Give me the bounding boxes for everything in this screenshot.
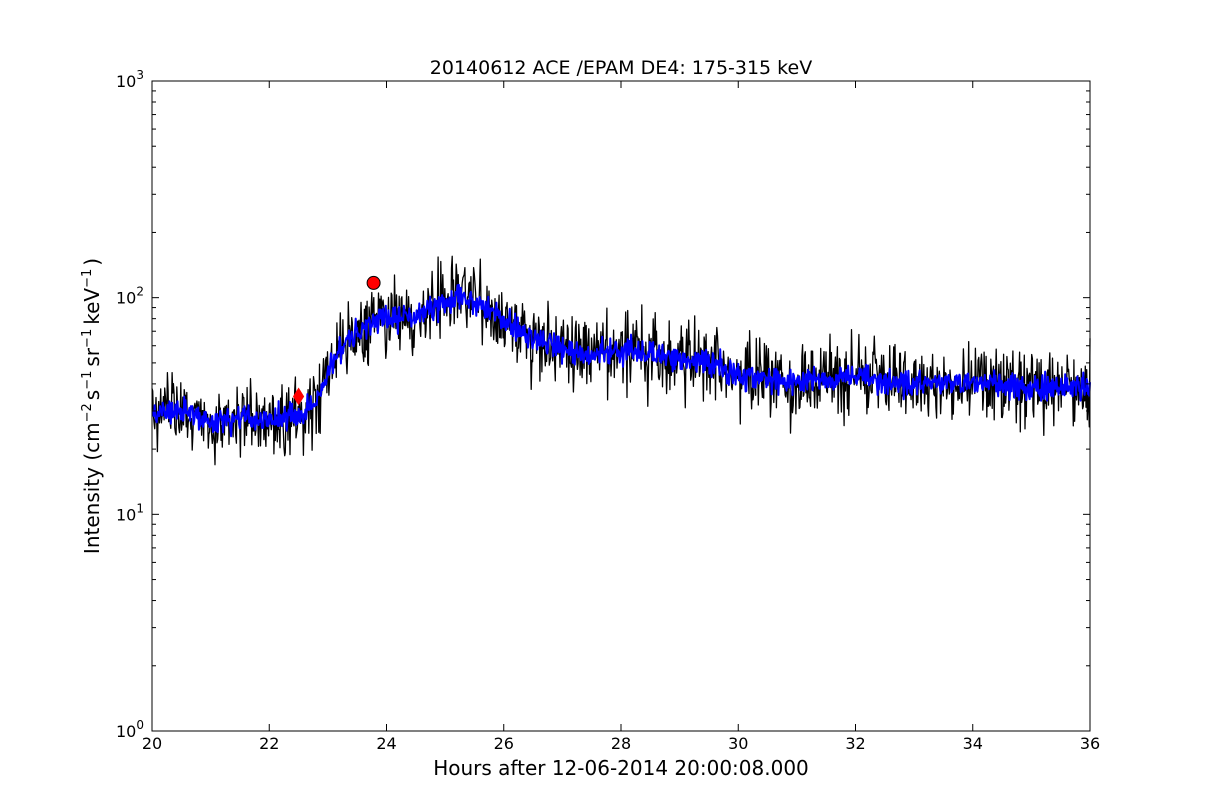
y-tick-label: 102 bbox=[116, 285, 144, 308]
x-tick-label: 20 bbox=[142, 734, 162, 753]
chart-title: 20140612 ACE /EPAM DE4: 175-315 keV bbox=[430, 57, 812, 79]
y-tick-label: 103 bbox=[116, 68, 144, 91]
onset-marker bbox=[292, 387, 305, 406]
x-tick-label: 24 bbox=[376, 734, 396, 753]
y-tick-label: 100 bbox=[116, 718, 144, 741]
y-axis: 100 101 102 103 bbox=[116, 68, 1090, 741]
x-tick-label: 28 bbox=[611, 734, 631, 753]
x-tick-label: 30 bbox=[728, 734, 748, 753]
smoothed-intensity-series bbox=[151, 283, 1091, 438]
x-axis: 20 22 24 26 28 30 32 34 36 bbox=[142, 81, 1100, 753]
x-tick-label: 26 bbox=[494, 734, 514, 753]
x-tick-label: 32 bbox=[845, 734, 865, 753]
y-axis-label: Intensity (cm−2s−1sr−1keV−1) bbox=[80, 258, 104, 554]
x-tick-label: 34 bbox=[963, 734, 983, 753]
x-axis-label: Hours after 12-06-2014 20:00:08.000 bbox=[433, 756, 809, 780]
y-tick-label: 101 bbox=[116, 501, 144, 524]
plot-area bbox=[151, 255, 1091, 466]
peak-marker bbox=[366, 275, 381, 290]
x-tick-label: 22 bbox=[259, 734, 279, 753]
x-tick-label: 36 bbox=[1080, 734, 1100, 753]
